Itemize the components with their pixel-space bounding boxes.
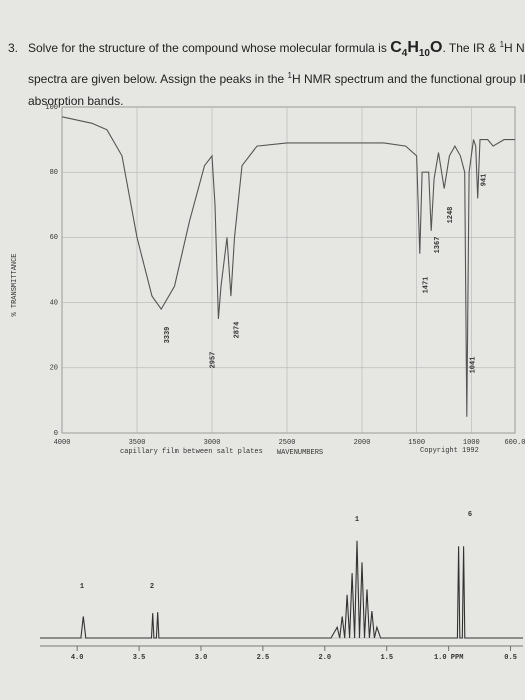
- peak-label: 1248: [447, 207, 455, 224]
- y-tick-label: 60: [50, 234, 58, 242]
- question-line: spectra are given below. Assign the peak…: [8, 65, 525, 90]
- integration-label: 1: [355, 516, 359, 524]
- x-tick-label: 3.5: [133, 654, 146, 662]
- peak-label: 2874: [234, 322, 242, 339]
- plot-frame: [61, 106, 516, 434]
- x-tick-label: 2.5: [257, 654, 270, 662]
- question-number: 3.: [8, 41, 19, 55]
- question-text: Solve for the structure of the compound …: [28, 41, 387, 55]
- x-tick-label: 3000: [204, 439, 221, 447]
- peak-label: 3339: [164, 327, 172, 344]
- y-tick-label: 80: [50, 169, 58, 177]
- superscript: 1: [499, 40, 505, 49]
- note: Copyright 1992: [420, 447, 479, 455]
- x-tick-label: 1.5: [380, 654, 393, 662]
- x-tick-label: 3500: [129, 439, 146, 447]
- peak-label: 1041: [470, 357, 478, 374]
- x-tick-label: 0.5: [504, 654, 517, 662]
- formula-part: O: [430, 39, 443, 56]
- question-text: H NMR: [504, 41, 525, 55]
- x-tick-label: 3.0: [195, 654, 208, 662]
- question-text: spectra are given below. Assign the peak…: [28, 72, 288, 87]
- spectrum-line: [40, 540, 523, 639]
- y-tick-label: 0: [54, 430, 58, 438]
- formula-part: 10: [418, 48, 430, 60]
- x-tick-label: 2.0: [319, 654, 332, 662]
- peak-label: 1471: [423, 277, 431, 294]
- y-tick-label: 40: [50, 299, 58, 307]
- peak-label: 1367: [434, 237, 442, 254]
- x-tick-label: 4.0: [71, 654, 84, 662]
- x-tick-label: 600.0: [504, 439, 525, 447]
- question-line: absorption bands.: [8, 90, 525, 112]
- integration-label: 6: [468, 511, 472, 519]
- question-text: H NMR spectrum and the functional group …: [291, 72, 525, 87]
- x-tick-label: 2000: [354, 439, 371, 447]
- formula: C4H10O: [390, 39, 443, 60]
- y-axis-label: % TRANSMITTANCE: [11, 253, 19, 316]
- y-tick-label: 100: [45, 104, 58, 112]
- y-tick-label: 20: [50, 365, 58, 373]
- question-text: . The IR &: [442, 41, 500, 55]
- peak-label: 941: [481, 174, 489, 187]
- question: 3. Solve for the structure of the compoun…: [8, 34, 525, 112]
- superscript: 1: [287, 71, 292, 81]
- question-line: 3. Solve for the structure of the compoun…: [8, 34, 525, 65]
- spectrum-line: [61, 116, 515, 417]
- x-tick-label: 4000: [54, 439, 71, 447]
- x-tick-label: 1.0 PPM: [434, 654, 463, 662]
- note: capillary film between salt plates: [120, 448, 263, 456]
- integration-label: 1: [80, 583, 84, 591]
- peak-label: 2957: [209, 352, 217, 369]
- x-axis-label: WAVENUMBERS: [277, 449, 323, 457]
- integration-label: 2: [150, 583, 154, 591]
- x-tick-label: 1500: [408, 439, 425, 447]
- x-tick-label: 1000: [463, 439, 480, 447]
- formula-part: C: [390, 39, 402, 56]
- formula-part: 4: [401, 48, 408, 60]
- formula-part: H: [407, 39, 419, 56]
- x-tick-label: 2500: [279, 439, 296, 447]
- question-text: absorption bands.: [28, 94, 124, 109]
